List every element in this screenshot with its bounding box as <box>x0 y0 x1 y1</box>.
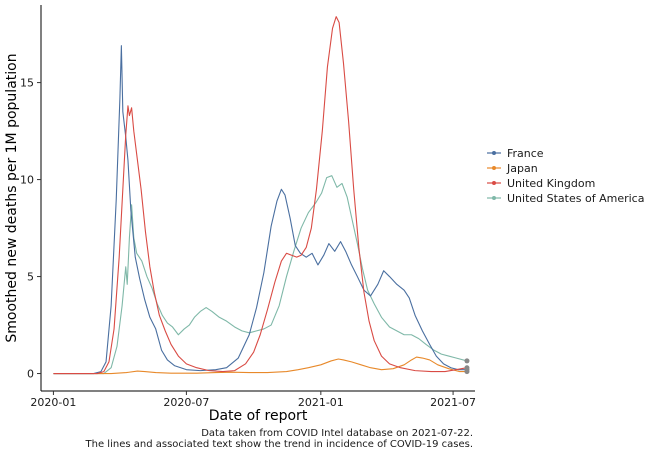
x-tick-label: 2021-07 <box>430 396 476 409</box>
legend-label: United States of America <box>507 192 644 205</box>
plot-area: 2020-01 2020-07 2021-01 2021-07 0 5 10 1… <box>20 5 476 409</box>
legend-swatch-dot <box>492 151 496 155</box>
series-endpoint-united-states-of-america <box>464 358 470 364</box>
legend-label: France <box>507 147 544 160</box>
x-tick-label: 2020-01 <box>30 396 76 409</box>
legend: France Japan United Kingdom United State… <box>487 147 644 205</box>
legend-item-japan: Japan <box>487 162 538 175</box>
legend-label: United Kingdom <box>507 177 595 190</box>
x-axis-title: Date of report <box>209 408 308 424</box>
legend-label: Japan <box>506 162 538 175</box>
x-tick-label: 2020-07 <box>163 396 209 409</box>
y-tick-label: 15 <box>20 77 34 90</box>
caption-line-2: The lines and associated text show the t… <box>85 439 473 450</box>
legend-item-united-kingdom: United Kingdom <box>487 177 595 190</box>
legend-swatch-dot <box>492 196 496 200</box>
x-ticks: 2020-01 2020-07 2021-01 2021-07 <box>30 391 476 409</box>
y-tick-label: 0 <box>27 368 34 381</box>
series-endpoint-united-kingdom <box>464 365 470 371</box>
series-line-united-kingdom <box>53 16 468 375</box>
y-tick-label: 10 <box>20 174 34 187</box>
series-line-united-states-of-america <box>53 175 468 375</box>
y-ticks: 0 5 10 15 <box>20 77 41 381</box>
caption-line-1: Data taken from COVID Intel database on … <box>201 428 473 439</box>
legend-item-united-states-of-america: United States of America <box>487 192 644 205</box>
y-axis-title: Smoothed new deaths per 1M population <box>4 53 20 342</box>
series-line-japan <box>53 356 467 375</box>
endpoint-layer <box>464 358 470 375</box>
legend-item-france: France <box>487 147 544 160</box>
legend-swatch-dot <box>492 181 496 185</box>
series-line-france <box>53 45 467 375</box>
series-layer <box>53 16 468 375</box>
x-tick-label: 2021-01 <box>298 396 344 409</box>
y-tick-label: 5 <box>27 271 34 284</box>
legend-swatch-dot <box>492 166 496 170</box>
